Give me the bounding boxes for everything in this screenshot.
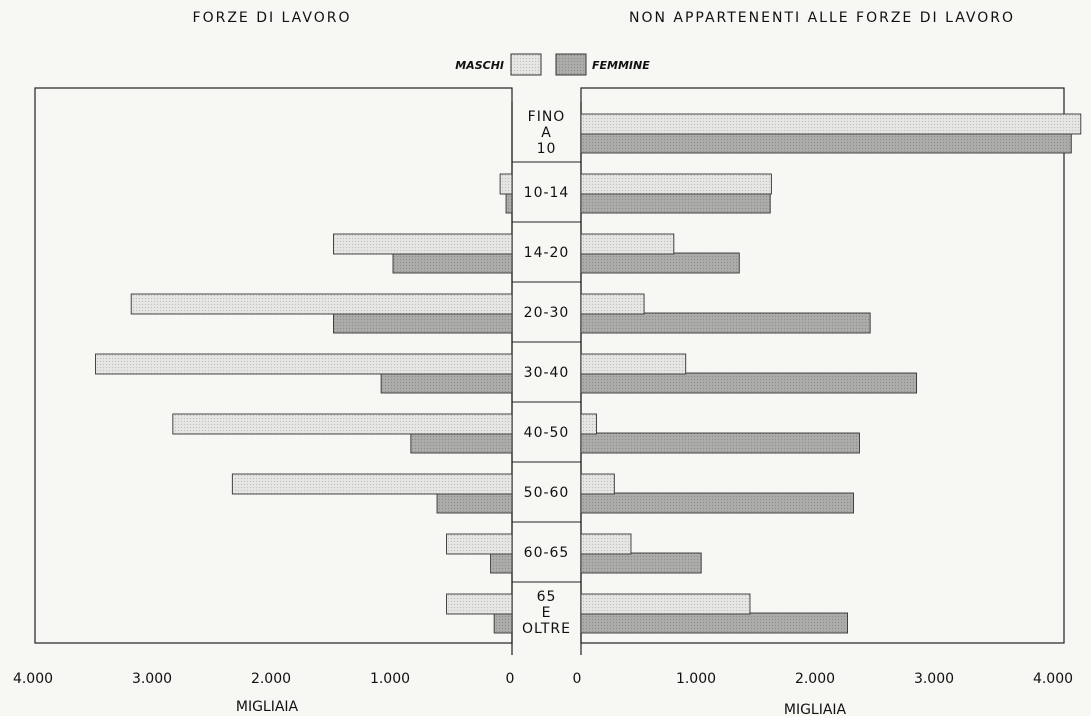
bar-left-femmine	[436, 492, 513, 514]
bars-layer	[95, 113, 1082, 634]
category-label-line: 20-30	[524, 305, 570, 321]
bar-right-femmine	[580, 252, 740, 274]
category-label: 60-65	[524, 545, 570, 561]
bar-right-maschi	[580, 113, 1082, 135]
right-tick-label: 3.000	[914, 671, 954, 687]
left-tick-label: 0	[506, 671, 515, 687]
bar-right-femmine	[580, 492, 854, 514]
bar-right-maschi	[580, 353, 687, 375]
bar-right-maschi	[580, 473, 615, 495]
left-axis-ticks: 4.000 3.000 2.000 1.000 0	[13, 671, 515, 687]
right-tick-label: 4.000	[1033, 671, 1073, 687]
left-tick-label: 3.000	[132, 671, 172, 687]
bar-right-femmine	[580, 432, 860, 454]
right-axis-label: MIGLIAIA	[784, 702, 847, 716]
category-label: 20-30	[524, 305, 570, 321]
bar-right-maschi	[580, 173, 772, 195]
category-label: 10-14	[524, 185, 570, 201]
bar-left-femmine	[505, 192, 513, 214]
left-tick-label: 4.000	[13, 671, 53, 687]
left-title: FORZE DI LAVORO	[193, 10, 352, 26]
left-tick-label: 2.000	[251, 671, 291, 687]
bar-left-femmine	[410, 432, 513, 454]
bar-left-femmine	[333, 312, 513, 334]
bar-left-maschi	[333, 233, 513, 255]
bar-right-maschi	[580, 293, 645, 315]
category-label-line: 40-50	[524, 425, 570, 441]
category-label: 14-20	[524, 245, 570, 261]
bar-left-maschi	[130, 293, 513, 315]
right-tick-label: 1.000	[676, 671, 716, 687]
category-label-line: 14-20	[524, 245, 570, 261]
bar-left-maschi	[446, 533, 513, 555]
category-label-line: 60-65	[524, 545, 570, 561]
category-label-line: E	[542, 605, 552, 621]
right-axis-ticks: 0 1.000 2.000 3.000 4.000	[573, 671, 1074, 687]
category-label-line: OLTRE	[522, 621, 571, 637]
bar-right-femmine	[580, 372, 918, 394]
bar-right-femmine	[580, 612, 849, 634]
category-label-line: FINO	[528, 109, 566, 125]
category-label: 50-60	[524, 485, 570, 501]
left-axis-label: MIGLIAIA	[236, 699, 299, 715]
category-label-line: 10-14	[524, 185, 570, 201]
bar-left-femmine	[380, 372, 513, 394]
legend-label-femmine: FEMMINE	[592, 59, 650, 72]
bar-right-maschi	[580, 233, 675, 255]
bar-left-femmine	[392, 252, 513, 274]
category-label-line: 65	[537, 589, 557, 605]
bar-right-femmine	[580, 192, 771, 214]
category-label-line: A	[541, 125, 552, 141]
category-label-line: 30-40	[524, 365, 570, 381]
bar-right-femmine	[580, 552, 702, 574]
legend-label-maschi: MASCHI	[455, 59, 504, 72]
right-tick-label: 0	[573, 671, 582, 687]
bar-left-femmine	[490, 552, 513, 574]
bar-right-maschi	[580, 533, 632, 555]
category-label: 40-50	[524, 425, 570, 441]
left-tick-label: 1.000	[370, 671, 410, 687]
legend: MASCHI FEMMINE	[455, 53, 650, 76]
bar-right-maschi	[580, 593, 751, 615]
category-label: 30-40	[524, 365, 570, 381]
bar-left-femmine	[493, 612, 513, 634]
right-title: NON APPARTENENTI ALLE FORZE DI LAVORO	[629, 10, 1015, 26]
bar-left-maschi	[231, 473, 513, 495]
category-label-line: 50-60	[524, 485, 570, 501]
legend-swatch-femmine	[555, 53, 587, 76]
bar-right-femmine	[580, 132, 1072, 154]
bar-right-femmine	[580, 312, 871, 334]
right-tick-label: 2.000	[795, 671, 835, 687]
bar-left-maschi	[95, 353, 513, 375]
bar-right-maschi	[580, 413, 597, 435]
bar-left-maschi	[446, 593, 513, 615]
bar-left-maschi	[172, 413, 513, 435]
bar-left-maschi	[499, 173, 513, 195]
category-label-line: 10	[537, 141, 557, 157]
legend-swatch-maschi	[510, 53, 542, 76]
